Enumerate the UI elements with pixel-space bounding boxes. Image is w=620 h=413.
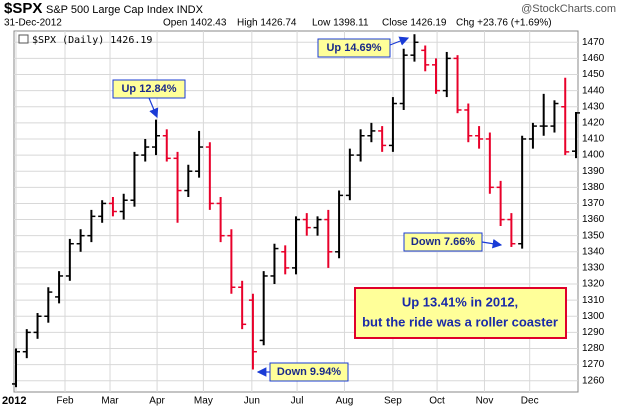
y-tick-label: 1440 — [582, 85, 605, 96]
annotation: Up 14.69% — [326, 42, 381, 54]
high: High 1426.74 — [237, 18, 297, 29]
y-tick-label: 1290 — [582, 327, 605, 338]
callout-box — [354, 287, 567, 339]
plot-frame — [13, 30, 579, 393]
y-tick-label: 1370 — [582, 198, 605, 209]
y-tick-label: 1350 — [582, 230, 605, 241]
y-tick-label: 1340 — [582, 246, 605, 257]
y-tick-label: 1270 — [582, 359, 605, 370]
x-tick-label: May — [194, 396, 213, 407]
y-tick-label: 1470 — [582, 37, 605, 48]
y-tick-label: 1410 — [582, 134, 605, 145]
low: Low 1398.11 — [312, 18, 369, 29]
symbol: $SPX — [4, 0, 42, 17]
y-tick-label: 1330 — [582, 263, 605, 274]
y-tick-label: 1430 — [582, 101, 605, 112]
y-tick-label: 1280 — [582, 343, 605, 354]
arrow — [481, 238, 503, 249]
y-tick-label: 1300 — [582, 311, 605, 322]
y-tick-label: 1420 — [582, 118, 605, 129]
date: 31-Dec-2012 — [4, 18, 62, 29]
callout: Up 13.41% in 2012, — [402, 294, 518, 309]
open: Open 1402.43 — [163, 18, 227, 29]
x-tick-label: Nov — [476, 396, 494, 407]
close: Close 1426.19 — [382, 18, 447, 29]
y-tick-label: 1460 — [582, 53, 605, 64]
x-tick-label: Dec — [521, 396, 539, 407]
y-tick-label: 1450 — [582, 69, 605, 80]
y-tick-label: 1310 — [582, 295, 605, 306]
y-tick-label: 1380 — [582, 182, 605, 193]
legend-icon — [18, 34, 29, 44]
x-tick-label: Oct — [429, 396, 445, 407]
x-tick-label: Aug — [336, 396, 354, 407]
legend: $SPX (Daily) 1426.19 — [32, 35, 152, 46]
annotation: Down 9.94% — [277, 366, 341, 378]
y-tick-label: 1360 — [582, 214, 605, 225]
y-tick-label: 1400 — [582, 150, 605, 161]
x-tick-label: Sep — [384, 396, 402, 407]
x-tick-label: Jul — [291, 396, 304, 407]
x-tick-label: Feb — [56, 396, 74, 407]
annotation: Down 7.66% — [411, 236, 475, 248]
x-tick-label: 2012 — [2, 395, 26, 407]
arrow — [389, 36, 410, 46]
change: Chg +23.76 (+1.69%) — [456, 18, 552, 29]
index-name: S&P 500 Large Cap Index INDX — [46, 4, 204, 16]
x-tick-label: Jun — [244, 396, 260, 407]
source: @StockCharts.com — [521, 3, 616, 15]
annotation-box — [317, 38, 391, 58]
arrow — [148, 97, 159, 119]
y-tick-label: 1320 — [582, 279, 605, 290]
y-tick-label: 1260 — [582, 375, 605, 386]
x-tick-label: Mar — [101, 396, 119, 407]
y-tick-label: 1390 — [582, 166, 605, 177]
x-tick-label: Apr — [149, 396, 165, 407]
callout: but the ride was a roller coaster — [362, 314, 558, 329]
annotation: Up 12.84% — [121, 83, 176, 95]
